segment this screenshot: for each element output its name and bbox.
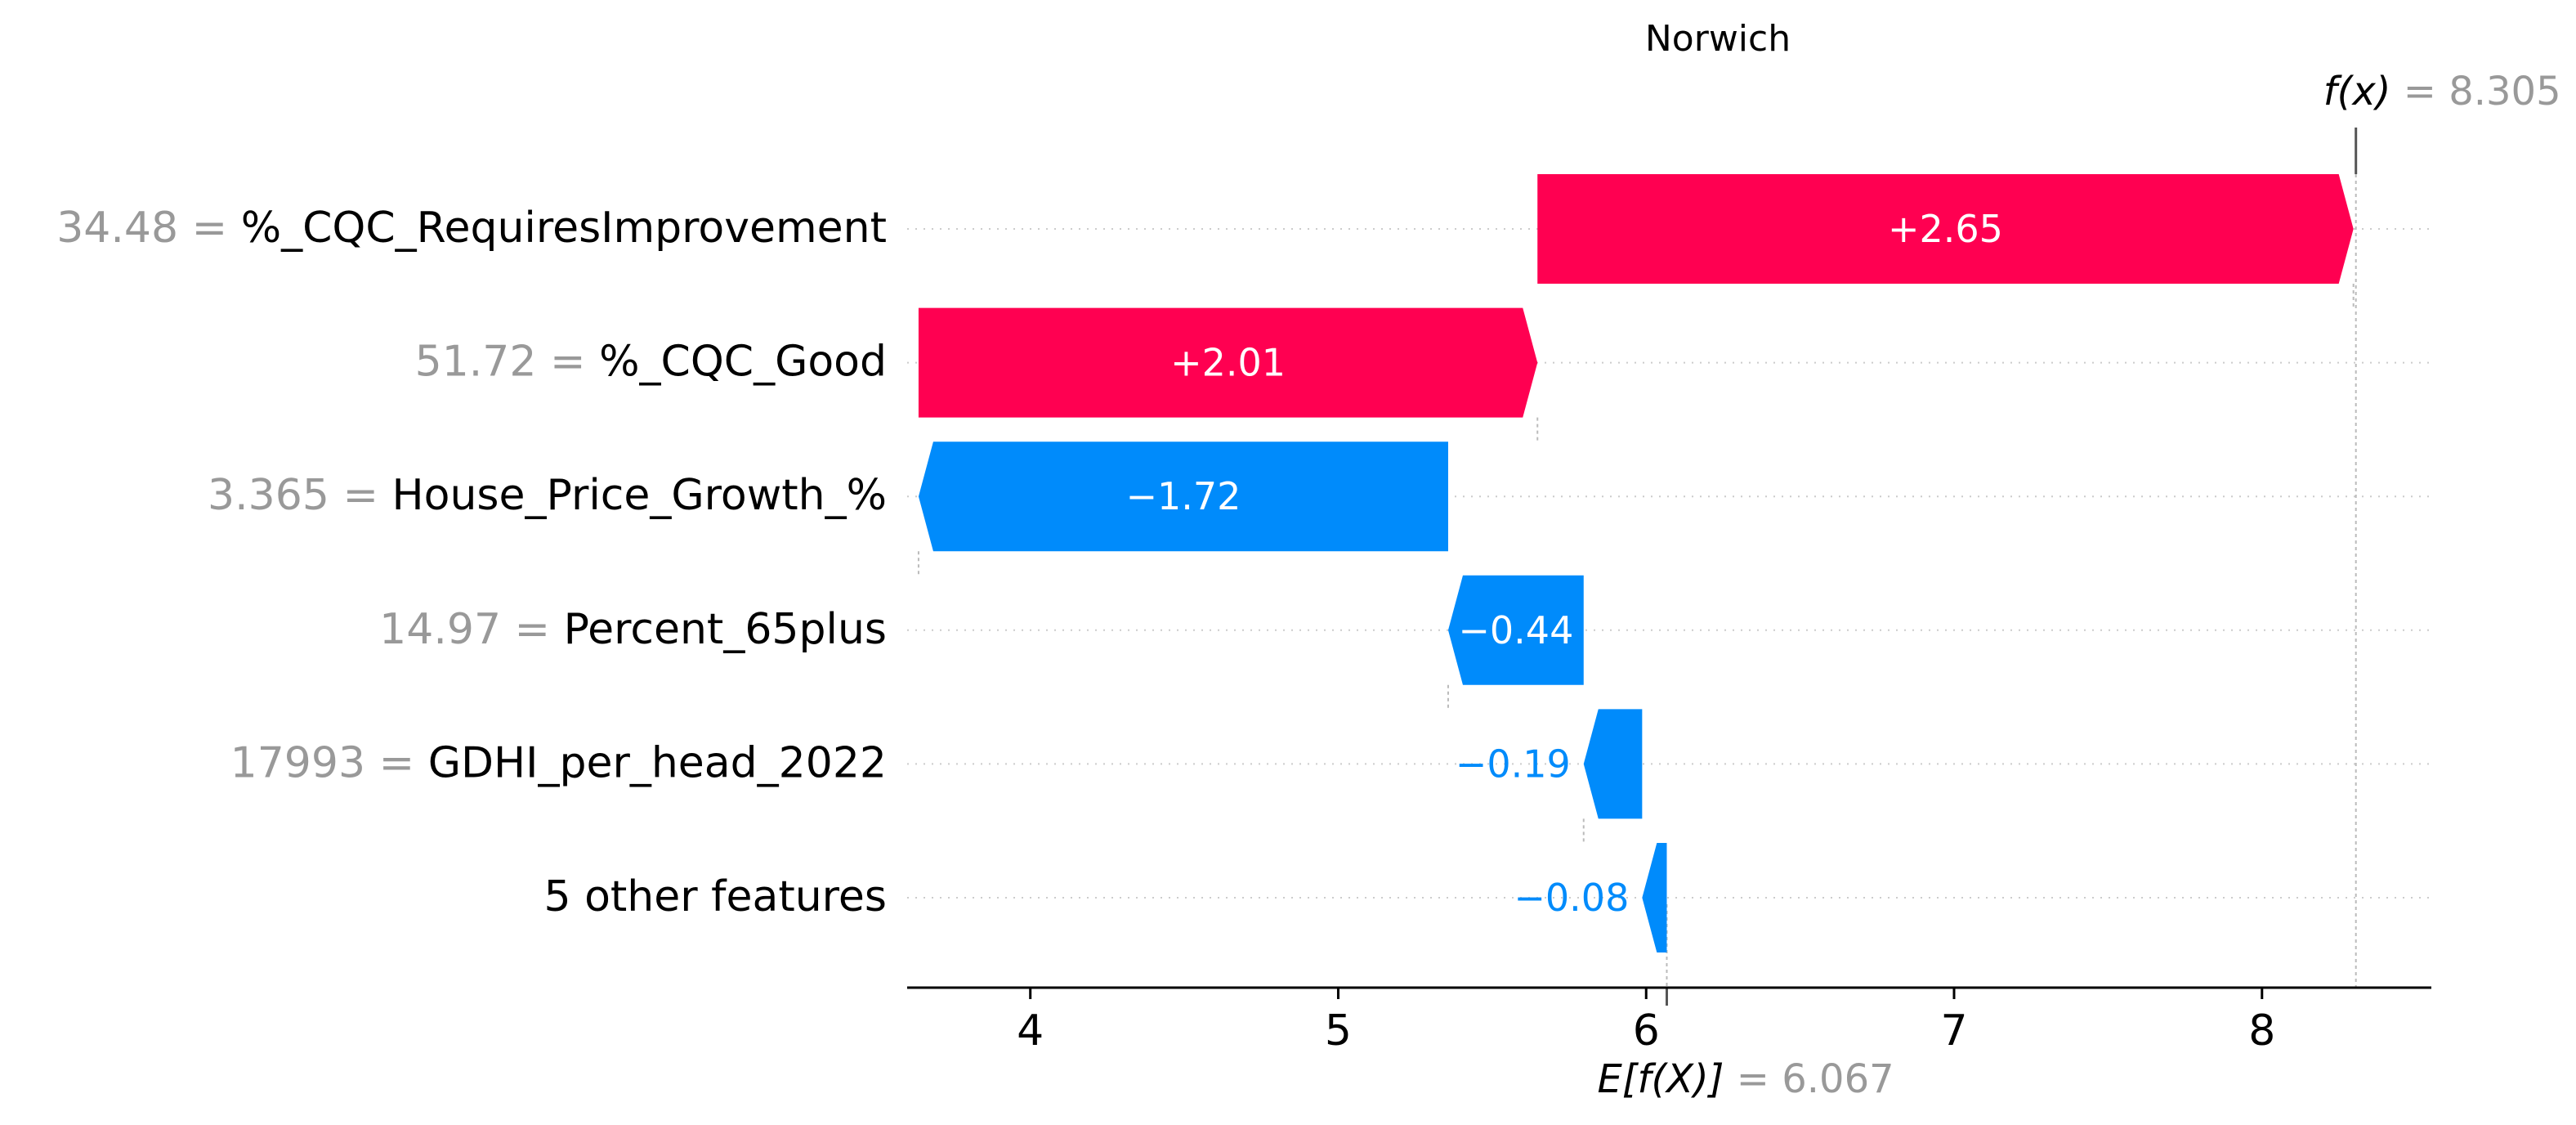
contribution-label: −0.44: [1458, 608, 1573, 652]
x-tick-label: 6: [1633, 1006, 1660, 1056]
feature-name: Percent_65plus: [564, 605, 887, 654]
feature-name: %_CQC_RequiresImprovement: [241, 204, 887, 253]
output-label-value: = 8.305: [2390, 69, 2560, 114]
feature-name: House_Price_Growth_%: [392, 471, 887, 520]
feature-value: 17993 =: [230, 738, 428, 787]
contribution-label: −0.19: [1456, 742, 1571, 786]
contribution-label: +2.65: [1888, 207, 2003, 251]
output-value-label: f(x) = 8.305: [2323, 69, 2561, 114]
x-tick-label: 8: [2248, 1006, 2275, 1056]
contribution-label: −1.72: [1125, 474, 1241, 518]
feature-label: 3.365 = House_Price_Growth_%: [208, 471, 887, 520]
feature-name: GDHI_per_head_2022: [428, 738, 887, 787]
output-label-main: f(x): [2323, 69, 2391, 114]
grid-layer: [907, 174, 2431, 988]
contribution-label: −0.08: [1514, 876, 1629, 920]
chart-title: Norwich: [1645, 18, 1791, 60]
contribution-label: +2.01: [1170, 341, 1286, 385]
feature-label: 5 other features: [543, 872, 887, 921]
x-tick-label: 4: [1017, 1006, 1044, 1056]
feature-value: 14.97 =: [379, 605, 564, 654]
feature-name: %_CQC_Good: [599, 338, 887, 387]
x-tick-label: 7: [1940, 1006, 1967, 1056]
feature-label: 17993 = GDHI_per_head_2022: [230, 738, 887, 787]
base-value-label: E[f(X)] = 6.067: [1597, 1056, 1894, 1102]
feature-value: 3.365 =: [208, 471, 392, 520]
base-label-value: = 6.067: [1724, 1056, 1894, 1102]
feature-label: 51.72 = %_CQC_Good: [415, 338, 887, 387]
x-tick-label: 5: [1325, 1006, 1352, 1056]
feature-label: 34.48 = %_CQC_RequiresImprovement: [56, 204, 887, 253]
bar-layer: [919, 174, 2354, 952]
feature-name: 5 other features: [543, 872, 887, 921]
feature-label: 14.97 = Percent_65plus: [379, 605, 887, 654]
feature-value: 34.48 =: [56, 204, 241, 253]
negative-bar: [1584, 709, 1643, 818]
feature-value: 51.72 =: [415, 338, 600, 387]
negative-bar: [1642, 843, 1666, 952]
base-label-main: E[f(X)]: [1597, 1056, 1724, 1102]
